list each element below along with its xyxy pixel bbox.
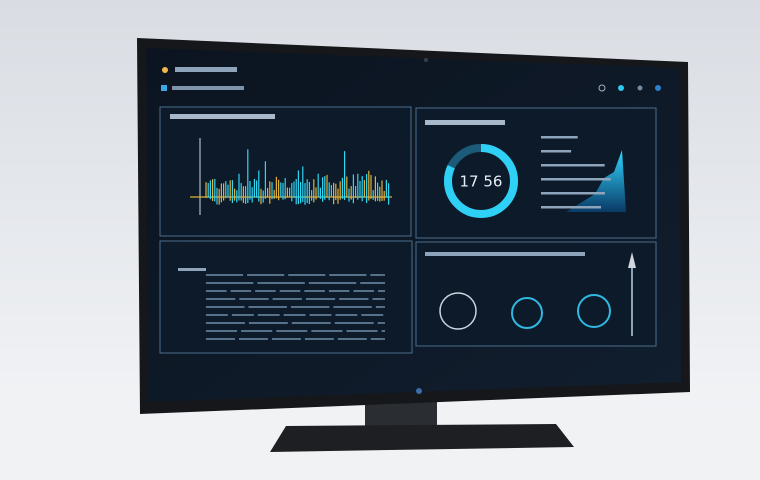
legend-row xyxy=(541,206,602,209)
panel-title xyxy=(178,268,206,271)
legend-row xyxy=(541,192,605,195)
slider-handle xyxy=(628,252,636,268)
gauge xyxy=(439,292,477,330)
legend-row xyxy=(541,150,572,153)
panel-title xyxy=(425,252,585,256)
legend-row xyxy=(541,178,611,181)
header-icon xyxy=(637,85,643,91)
panel-title xyxy=(170,114,275,119)
panel-table xyxy=(159,240,413,354)
header-icon xyxy=(655,85,661,91)
stand-base xyxy=(270,424,574,452)
legend-rows xyxy=(541,136,611,209)
donut-ring xyxy=(444,144,518,218)
header-icon xyxy=(618,85,624,91)
gauge xyxy=(511,297,543,329)
legend-row xyxy=(541,164,605,167)
nav-text xyxy=(172,86,244,90)
bar-chart xyxy=(190,138,392,215)
nav-icon xyxy=(161,85,167,91)
gauge xyxy=(577,294,611,328)
header-title xyxy=(175,67,237,72)
logo xyxy=(162,67,168,73)
table-rows xyxy=(206,274,385,340)
panel-title xyxy=(425,120,505,125)
header-icon xyxy=(598,84,606,92)
area-chart xyxy=(566,150,626,212)
panel-bar-chart xyxy=(159,106,412,237)
camera xyxy=(424,58,428,62)
donut-label: 17 56 xyxy=(460,173,503,191)
legend-row xyxy=(541,136,578,139)
power-light xyxy=(416,388,422,394)
